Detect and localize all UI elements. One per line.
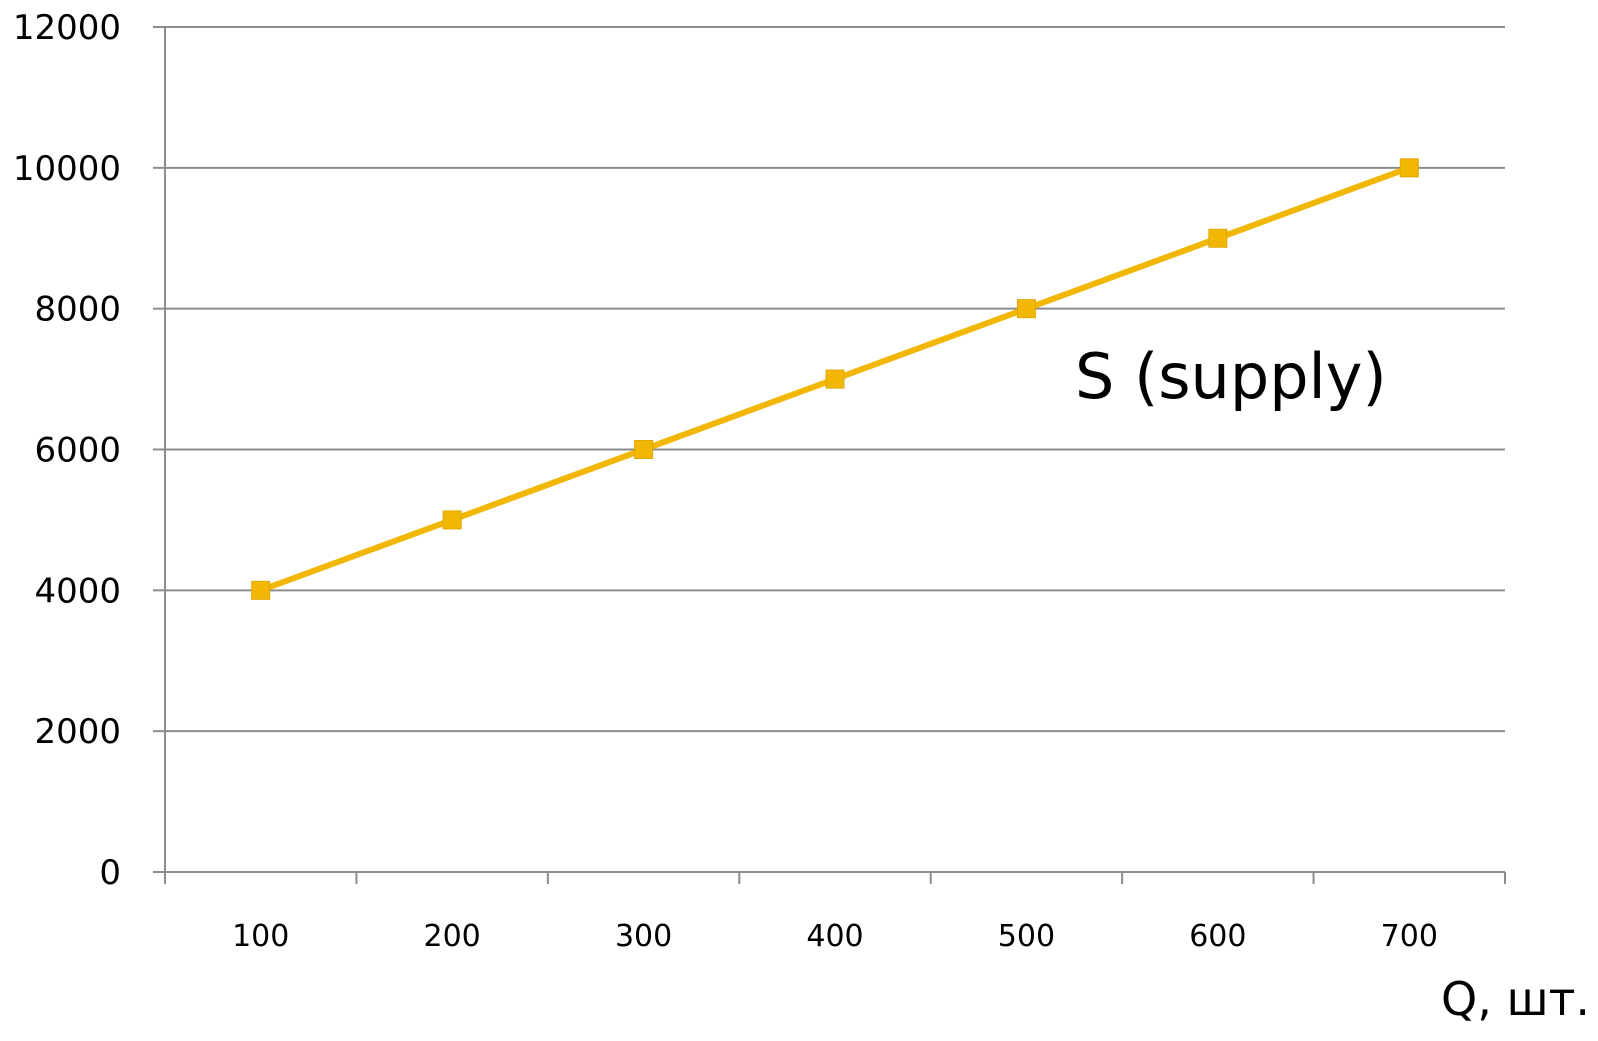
y-tick-label-2000: 2000 xyxy=(34,712,121,752)
y-tick-label-4000: 4000 xyxy=(34,571,121,611)
y-tick-label-6000: 6000 xyxy=(34,431,121,471)
x-tick-label-600: 600 xyxy=(1189,919,1246,954)
x-tick-labels: 100 200 300 400 500 600 700 xyxy=(232,919,1438,954)
y-tick-labels: 0 2000 4000 6000 8000 10000 12000 xyxy=(13,8,121,893)
y-tick-label-12000: 12000 xyxy=(13,8,121,48)
gridlines xyxy=(165,26,1505,733)
data-point-600 xyxy=(1208,228,1228,248)
x-tick-label-100: 100 xyxy=(232,919,289,954)
y-tick-label-8000: 8000 xyxy=(34,290,121,330)
data-point-200 xyxy=(442,510,462,530)
x-tick-label-300: 300 xyxy=(615,919,672,954)
y-tick-label-10000: 10000 xyxy=(13,149,121,189)
x-tick-label-400: 400 xyxy=(806,919,863,954)
data-point-100 xyxy=(251,580,271,600)
data-point-500 xyxy=(1016,299,1036,319)
data-point-300 xyxy=(634,440,654,459)
series-label-supply: S (supply) xyxy=(1075,340,1387,413)
data-point-400 xyxy=(825,369,845,389)
x-axis-title: Q, шт. xyxy=(1441,972,1590,1026)
x-tick-label-700: 700 xyxy=(1381,919,1438,954)
axes xyxy=(153,26,1506,884)
x-tick-label-200: 200 xyxy=(424,919,481,954)
series-supply xyxy=(251,158,1419,600)
data-point-700 xyxy=(1399,158,1419,178)
y-tick-label-0: 0 xyxy=(99,853,121,893)
x-tick-label-500: 500 xyxy=(998,919,1055,954)
